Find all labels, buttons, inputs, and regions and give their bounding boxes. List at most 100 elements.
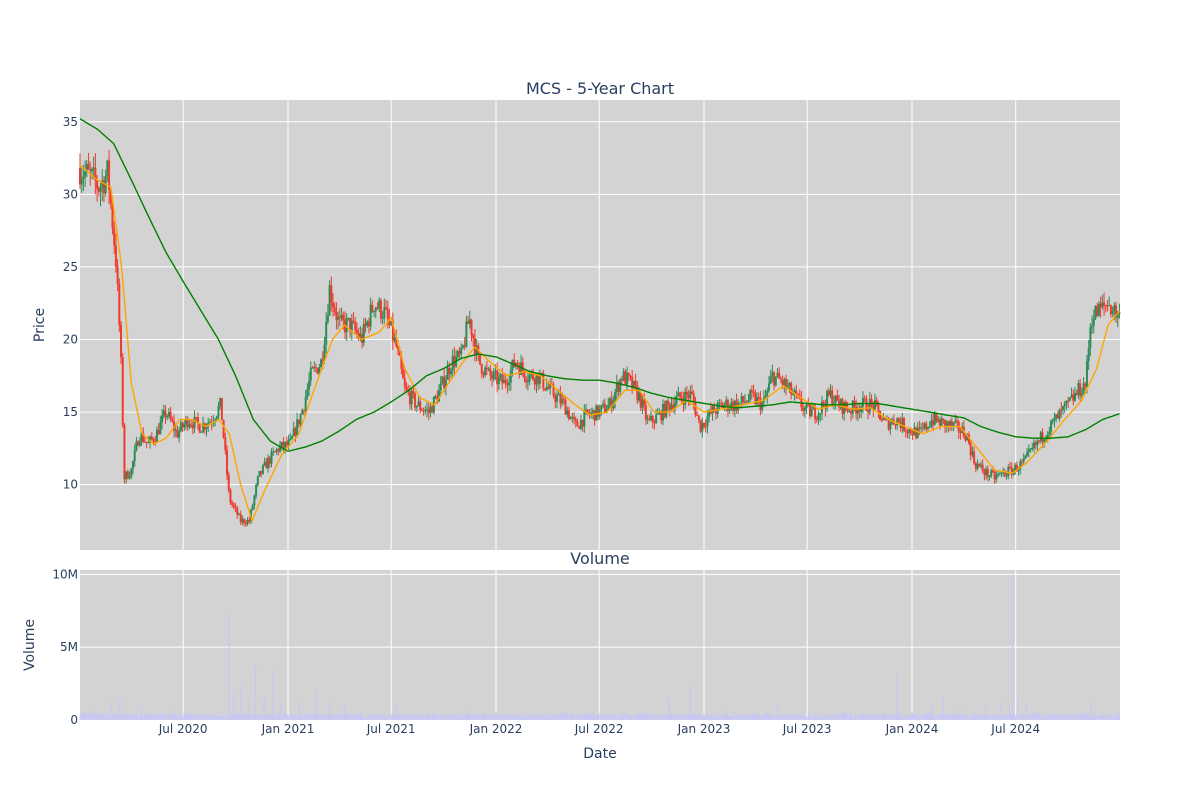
volume-bar: [668, 698, 670, 720]
volume-bar: [823, 714, 825, 720]
volume-bar: [677, 713, 679, 720]
volume-bar: [211, 716, 213, 720]
volume-bar: [431, 714, 433, 720]
volume-bar: [920, 715, 922, 720]
volume-bar: [154, 714, 156, 720]
candle-body: [410, 390, 413, 405]
candle-body: [991, 470, 994, 473]
volume-bar: [993, 716, 995, 720]
volume-bar: [494, 716, 496, 720]
volume-bar: [806, 716, 808, 720]
volume-bar: [1043, 716, 1045, 720]
volume-bar: [277, 712, 279, 720]
candle-body: [708, 410, 711, 417]
volume-bar: [392, 713, 394, 720]
candle-body: [685, 391, 688, 396]
volume-bar: [380, 712, 382, 720]
volume-bar: [400, 714, 402, 720]
volume-bar: [591, 712, 593, 720]
candle-body: [92, 167, 95, 170]
candle-body: [393, 337, 396, 341]
candle-body: [378, 300, 381, 309]
volume-bar: [694, 713, 696, 720]
volume-bar: [120, 715, 122, 720]
volume-bar: [474, 715, 476, 720]
volume-bar: [1033, 712, 1035, 720]
volume-bar: [517, 715, 519, 720]
volume-bar: [192, 715, 194, 720]
volume-bar: [195, 713, 197, 720]
candle-body: [689, 391, 692, 399]
volume-bar: [535, 716, 537, 720]
volume-bar: [376, 713, 378, 720]
volume-bar: [227, 714, 229, 720]
volume-bar: [419, 716, 421, 720]
volume-bar: [783, 713, 785, 720]
volume-bar: [109, 716, 111, 720]
volume-bar: [309, 713, 311, 720]
candle-body: [405, 386, 408, 390]
candle-body: [595, 405, 598, 421]
volume-bar: [1024, 714, 1026, 720]
volume-bar: [339, 714, 341, 720]
volume-bar: [653, 714, 655, 720]
date-tick-label: Jul 2022: [574, 722, 624, 736]
candle-body: [84, 171, 87, 177]
candle-body: [371, 304, 374, 312]
volume-bar: [203, 714, 205, 720]
candle-body: [620, 379, 623, 381]
date-tick-label: Jul 2023: [782, 722, 832, 736]
volume-bar: [242, 712, 244, 720]
volume-bar: [615, 714, 617, 720]
candle-body: [1067, 400, 1070, 402]
candle-body: [1068, 397, 1071, 401]
volume-bar: [200, 714, 202, 720]
candle-body: [294, 428, 297, 436]
volume-bar: [113, 713, 115, 720]
volume-bar: [258, 714, 260, 720]
candle-body: [1048, 431, 1051, 436]
candle-body: [1029, 448, 1032, 450]
candle-body: [364, 323, 367, 326]
candle-body: [795, 390, 798, 395]
volume-bar: [137, 715, 139, 720]
candle-body: [812, 406, 815, 410]
candle-body: [482, 373, 485, 376]
volume-bar: [302, 715, 304, 720]
candle-body: [367, 321, 370, 327]
candle-body: [665, 400, 668, 417]
volume-bar: [1003, 714, 1005, 720]
volume-bar: [977, 715, 979, 720]
candle-body: [150, 436, 153, 439]
volume-bar: [568, 714, 570, 720]
candle-body: [1027, 449, 1030, 453]
candle-body: [304, 396, 307, 411]
candle-body: [167, 412, 170, 416]
volume-bar: [661, 715, 663, 720]
volume-bar: [201, 714, 203, 720]
volume-bar: [219, 715, 221, 720]
volume-bar: [831, 713, 833, 720]
volume-bar: [257, 713, 259, 720]
candle-body: [123, 425, 126, 480]
volume-bar: [341, 715, 343, 720]
volume-bar: [175, 715, 177, 720]
candle-body: [528, 374, 531, 382]
volume-bar: [691, 714, 693, 720]
volume-bar: [701, 715, 703, 720]
volume-bar: [707, 716, 709, 720]
volume-bar: [514, 714, 516, 720]
candle-body: [130, 468, 133, 477]
candle-body: [829, 390, 832, 396]
candle-body: [855, 406, 858, 414]
volume-bar: [588, 714, 590, 720]
volume-bar: [1039, 712, 1041, 720]
volume-bar: [798, 712, 800, 720]
candle-body: [1010, 467, 1013, 475]
volume-bar: [840, 712, 842, 720]
volume-bar: [365, 716, 367, 720]
volume-bar: [837, 714, 839, 720]
candle-body: [436, 396, 439, 402]
volume-bar: [796, 715, 798, 720]
volume-bar: [847, 716, 849, 720]
